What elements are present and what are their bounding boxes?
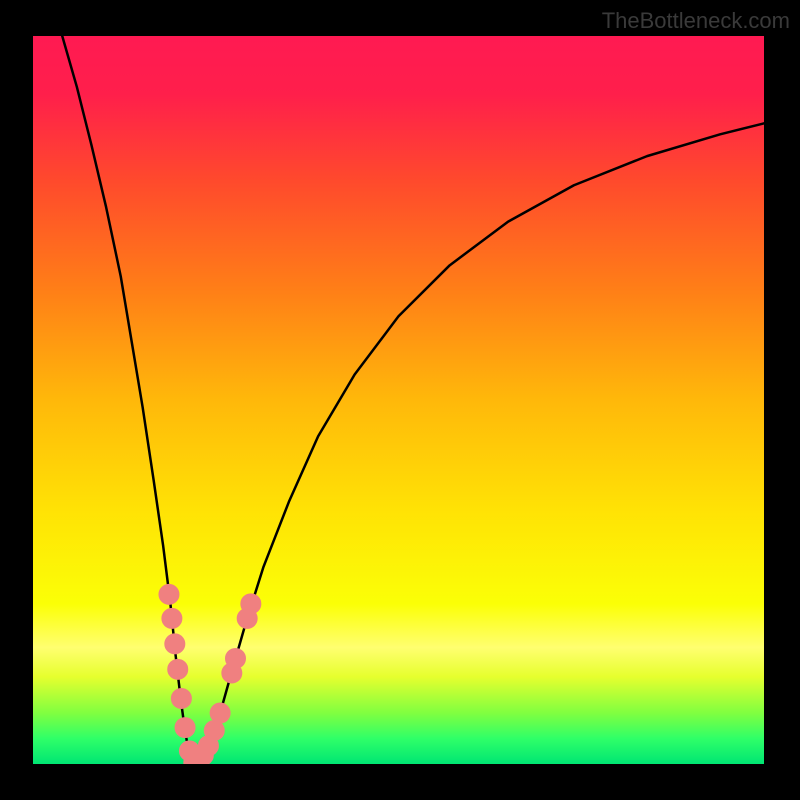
data-marker [204,721,224,741]
data-marker [162,608,182,628]
data-marker [175,718,195,738]
data-marker [241,594,261,614]
bottleneck-curve [62,36,764,764]
plot-overlay-svg [33,36,764,764]
marker-group [159,584,261,764]
data-marker [168,659,188,679]
watermark-text: TheBottleneck.com [602,8,790,34]
data-marker [171,688,191,708]
data-marker [159,584,179,604]
data-marker [210,703,230,723]
data-marker [225,648,245,668]
plot-area [33,36,764,764]
chart-root: TheBottleneck.com [0,0,800,800]
data-marker [165,634,185,654]
